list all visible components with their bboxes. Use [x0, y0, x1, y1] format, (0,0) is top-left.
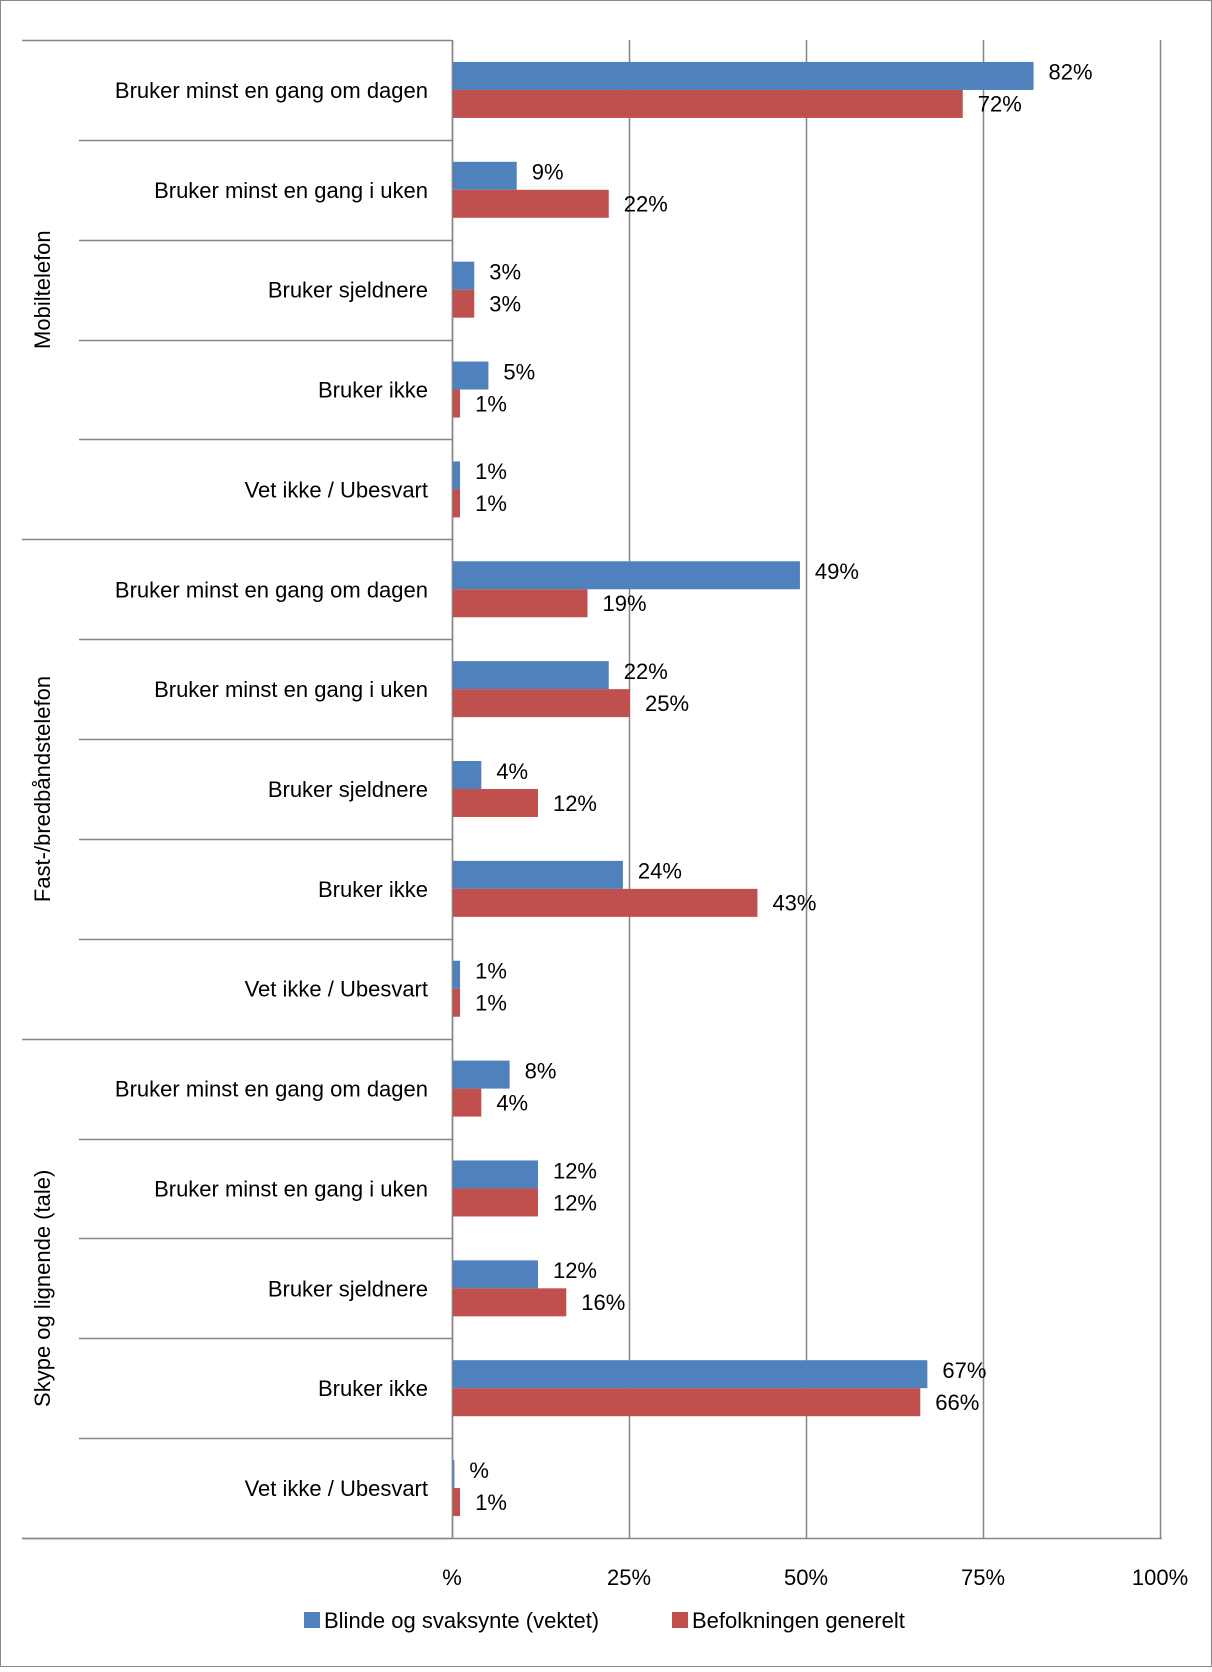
legend-label-2: Befolkningen generelt	[692, 1608, 905, 1633]
bar-series-1	[453, 960, 461, 989]
bar-series-1	[453, 1360, 928, 1389]
bar-series-2	[453, 1188, 538, 1217]
bar-series-1	[453, 161, 517, 190]
legend-swatch-1	[304, 1612, 320, 1628]
x-tick-label: 75%	[961, 1565, 1005, 1590]
data-label-series-2: 3%	[489, 291, 521, 316]
data-label-series-1: 8%	[525, 1058, 557, 1083]
category-label: Bruker minst en gang om dagen	[115, 1077, 428, 1102]
bar-series-2	[453, 789, 538, 817]
data-label-series-1: 1%	[475, 959, 507, 984]
data-label-series-2: 16%	[581, 1290, 625, 1315]
bar-series-2	[453, 689, 630, 718]
bar-series-2	[453, 89, 963, 118]
data-label-series-2: 72%	[978, 92, 1022, 117]
bar-series-2	[453, 289, 475, 318]
data-label-series-1: 12%	[553, 1258, 597, 1283]
category-label: Vet ikke / Ubesvart	[245, 977, 428, 1002]
data-label-series-2: 1%	[475, 1490, 507, 1515]
category-label: Bruker minst en gang i uken	[154, 178, 428, 203]
data-label-series-1: 4%	[496, 759, 528, 784]
category-label: Bruker sjeldnere	[268, 278, 428, 303]
data-label-series-2: 12%	[553, 1190, 597, 1215]
bar-series-1	[453, 1460, 455, 1489]
bar-series-2	[453, 189, 609, 218]
bar-series-1	[453, 1060, 510, 1089]
bar-series-2	[453, 1388, 921, 1417]
category-label: Bruker ikke	[318, 378, 428, 403]
legend-swatch-2	[672, 1612, 688, 1628]
data-label-series-1: 82%	[1049, 60, 1093, 85]
group-label: Skype og lignende (tale)	[30, 1170, 55, 1407]
bar-series-1	[453, 761, 482, 789]
data-label-series-1: 3%	[489, 259, 521, 284]
bar-series-2	[453, 1488, 461, 1517]
group-label: Mobiltelefon	[30, 230, 55, 349]
category-label: Bruker sjeldnere	[268, 777, 428, 802]
data-label-series-2: 4%	[496, 1090, 528, 1115]
bar-series-1	[453, 1260, 538, 1289]
category-label: Bruker sjeldnere	[268, 1276, 428, 1301]
data-label-series-1: %	[469, 1458, 489, 1483]
bar-series-1	[453, 1160, 538, 1189]
category-label: Bruker ikke	[318, 1376, 428, 1401]
data-label-series-1: 1%	[475, 459, 507, 484]
x-tick-label: %	[442, 1565, 462, 1590]
data-label-series-1: 24%	[638, 859, 682, 884]
bar-series-1	[453, 361, 489, 390]
data-label-series-2: 66%	[935, 1390, 979, 1415]
bar-series-1	[453, 261, 475, 290]
data-label-series-1: 12%	[553, 1158, 597, 1183]
x-tick-label: 50%	[784, 1565, 828, 1590]
bar-series-2	[453, 489, 461, 518]
bar-series-2	[453, 589, 588, 618]
category-label: Bruker minst en gang i uken	[154, 1176, 428, 1201]
category-label: Bruker minst en gang om dagen	[115, 577, 428, 602]
x-tick-label: 25%	[607, 1565, 651, 1590]
data-label-series-2: 1%	[475, 991, 507, 1016]
data-label-series-2: 43%	[772, 891, 816, 916]
data-label-series-2: 19%	[603, 591, 647, 616]
category-label: Bruker ikke	[318, 877, 428, 902]
bar-series-1	[453, 860, 623, 889]
category-label: Bruker minst en gang om dagen	[115, 78, 428, 103]
data-label-series-1: 22%	[624, 659, 668, 684]
bar-series-2	[453, 988, 461, 1017]
data-label-series-2: 12%	[553, 791, 597, 816]
bar-series-1	[453, 661, 609, 690]
data-label-series-1: 49%	[815, 559, 859, 584]
category-label: Vet ikke / Ubesvart	[245, 1476, 428, 1501]
bar-series-1	[453, 61, 1034, 90]
data-label-series-2: 1%	[475, 391, 507, 416]
category-label: Vet ikke / Ubesvart	[245, 477, 428, 502]
data-label-series-2: 1%	[475, 491, 507, 516]
group-label: Fast-/bredbåndstelefon	[30, 676, 55, 902]
legend-label-1: Blinde og svaksynte (vektet)	[324, 1608, 599, 1633]
bar-series-2	[453, 1288, 567, 1317]
data-label-series-1: 9%	[532, 160, 564, 185]
bar-series-2	[453, 389, 461, 418]
bar-series-2	[453, 888, 758, 917]
category-label: Bruker minst en gang i uken	[154, 677, 428, 702]
bar-series-1	[453, 461, 461, 490]
data-label-series-2: 25%	[645, 691, 689, 716]
bar-series-1	[453, 561, 800, 590]
data-label-series-1: 5%	[503, 359, 535, 384]
x-tick-label: 100%	[1132, 1565, 1188, 1590]
data-label-series-1: 67%	[942, 1358, 986, 1383]
data-label-series-2: 22%	[624, 192, 668, 217]
bar-series-2	[453, 1088, 482, 1117]
